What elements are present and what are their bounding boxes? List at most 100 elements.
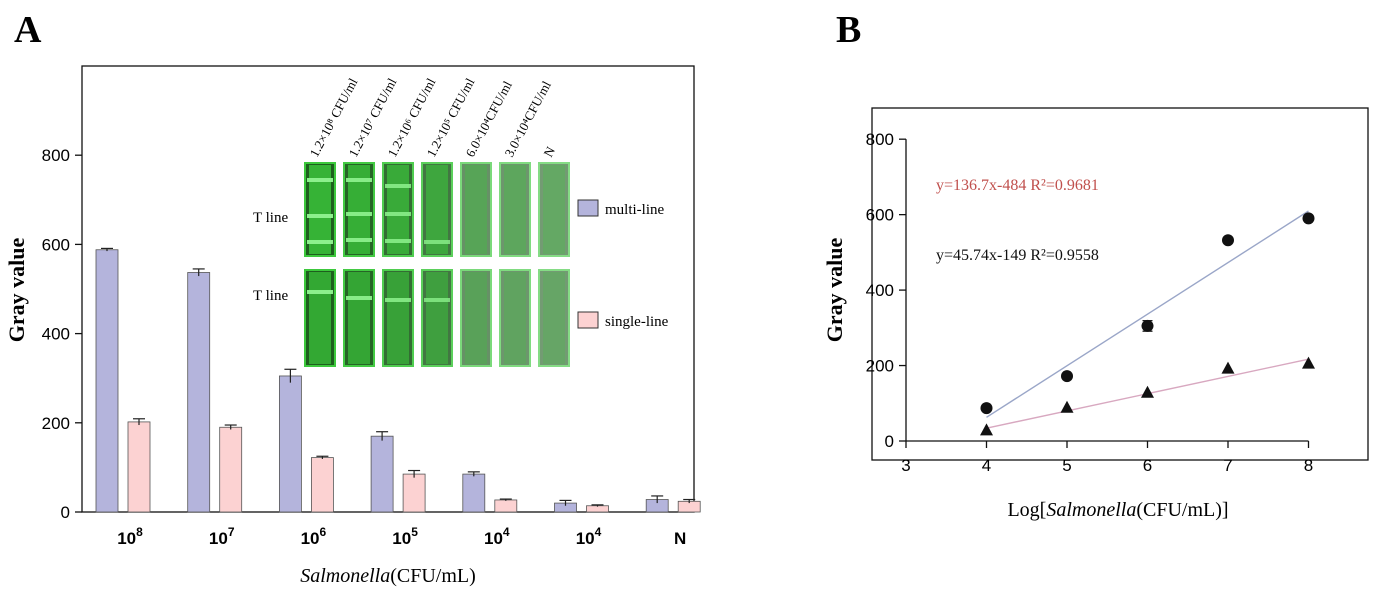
- panel-b-frame: [871, 107, 1369, 461]
- strip-multi: [460, 162, 492, 257]
- panel-a-y-tick-label: 600: [42, 235, 70, 254]
- point-single-line: [1141, 385, 1154, 398]
- panel-a-y-title: Gray value: [4, 238, 29, 343]
- fit-line-multi: [986, 210, 1309, 418]
- x-tick-base: N: [674, 529, 686, 548]
- strip-single: [460, 269, 492, 367]
- panel-b-x-tick-label: 8: [1304, 456, 1313, 475]
- strip-multi-glow: [465, 165, 487, 254]
- strip-single: [538, 269, 570, 367]
- strip-single-glow: [309, 272, 331, 364]
- x-tick-base: 10: [576, 529, 595, 548]
- strip-single-glow: [543, 272, 565, 364]
- panel-b-x-tick-label: 6: [1143, 456, 1152, 475]
- strip-multi-glow: [426, 165, 448, 254]
- point-multi-line: [1222, 234, 1234, 247]
- panel-a-x-title-rest: (CFU/mL): [390, 565, 476, 587]
- bar-multi-line: [370, 435, 394, 513]
- point-multi-line: [1141, 319, 1154, 332]
- panel-b-y-tick-label: 800: [866, 130, 894, 149]
- panel-b-x-title-post: (CFU/mL)]: [1136, 499, 1228, 521]
- panel-b-y-tick-label: 200: [866, 357, 894, 376]
- panel-a-x-title-italic: Salmonella: [300, 565, 390, 587]
- strip-band: [385, 184, 411, 188]
- strip-multi-glow: [348, 165, 370, 254]
- panel-a-y-tick-label: 0: [61, 503, 70, 522]
- panel-a-y-tick-label: 800: [42, 146, 70, 165]
- bar-single-line: [219, 426, 243, 513]
- bar-multi-line: [462, 473, 486, 513]
- strip-inset: 1.2×10⁸ CFU/ml1.2×10⁷ CFU/ml1.2×10⁶ CFU/…: [253, 75, 570, 367]
- strip-band: [307, 240, 333, 244]
- strip-single-glow: [387, 272, 409, 364]
- strip-band: [385, 212, 411, 216]
- strip-band: [385, 298, 411, 302]
- strip-multi-glow: [504, 165, 526, 254]
- bar-multi-line: [95, 249, 119, 513]
- panel-a-x-tick-label: 105: [392, 525, 418, 548]
- strip-band: [424, 298, 450, 302]
- panel-b-x-tick-label: 4: [982, 456, 991, 475]
- strip-row-multi: [304, 162, 570, 257]
- bar-single-line: [494, 499, 518, 513]
- panel-b-y-tick-label: 0: [885, 432, 894, 451]
- panel-a-x-tick-label: N: [674, 529, 686, 548]
- strip-row-single: [304, 269, 570, 367]
- fit-equation-single: y=45.74x-149 R²=0.9558: [936, 247, 1099, 264]
- x-tick-base: 10: [117, 529, 136, 548]
- point-multi-line: [1302, 212, 1315, 225]
- bar-single-line: [127, 421, 151, 513]
- panel-a-x-tick-label: 108: [117, 525, 143, 548]
- legend-swatch-multi: [577, 199, 599, 217]
- point-single-line: [980, 423, 993, 436]
- panel-a-x-tick-label: 104: [484, 525, 510, 548]
- strip-multi-glow: [309, 165, 331, 254]
- panel-a-bars: [95, 247, 701, 513]
- panel-a-x-title: Salmonella(CFU/mL): [300, 565, 476, 587]
- panel-b-y-tick-label: 600: [866, 206, 894, 225]
- x-tick-exponent: 7: [228, 525, 235, 539]
- panel-a-label: A: [14, 9, 42, 51]
- fit-equation-multi: y=136.7x-484 R²=0.9681: [936, 177, 1099, 194]
- x-tick-base: 10: [301, 529, 320, 548]
- panel-b-axes: 3 4 5 6 7 8 0 200 400 600 800: [866, 130, 1314, 475]
- strip-band: [346, 238, 372, 242]
- strip-labels: 1.2×10⁸ CFU/ml1.2×10⁷ CFU/ml1.2×10⁶ CFU/…: [306, 75, 558, 159]
- strip-multi: [538, 162, 570, 257]
- bar-multi-line: [278, 375, 302, 513]
- t-line-label-single: T line: [253, 288, 288, 304]
- bar-single-line: [310, 457, 334, 513]
- strip-single-glow: [348, 272, 370, 364]
- strip-single-glow: [504, 272, 526, 364]
- panel-b-y-title: Gray value: [822, 238, 847, 343]
- x-tick-exponent: 4: [595, 525, 602, 539]
- x-tick-base: 10: [484, 529, 503, 548]
- strip-single-glow: [426, 272, 448, 364]
- x-tick-exponent: 5: [411, 525, 418, 539]
- bar-single-line: [402, 473, 426, 513]
- panel-b-x-title: Log[Salmonella(CFU/mL)]: [1007, 499, 1228, 521]
- point-multi-line: [980, 402, 993, 415]
- x-tick-exponent: 8: [136, 525, 143, 539]
- point-single-line: [1302, 356, 1315, 369]
- legend-swatch-single: [577, 311, 599, 329]
- strip-single-glow: [465, 272, 487, 364]
- panel-b-label: B: [836, 9, 861, 51]
- x-tick-base: 10: [392, 529, 411, 548]
- point-single-line: [1221, 361, 1235, 374]
- panel-a-y-tick-label: 400: [42, 325, 70, 344]
- x-tick-base: 10: [209, 529, 228, 548]
- panel-b-x-tick-label: 7: [1223, 456, 1232, 475]
- x-tick-exponent: 4: [503, 525, 510, 539]
- strip-band: [424, 240, 450, 244]
- strip-band: [307, 214, 333, 218]
- panel-a-y-tick-label: 200: [42, 414, 70, 433]
- panel-b-x-tick-label: 3: [901, 456, 910, 475]
- panel-b-x-tick-label: 5: [1062, 456, 1071, 475]
- strip-band: [346, 178, 372, 182]
- strip-band: [385, 239, 411, 243]
- x-tick-exponent: 6: [320, 525, 327, 539]
- panel-b-plot: [980, 210, 1315, 436]
